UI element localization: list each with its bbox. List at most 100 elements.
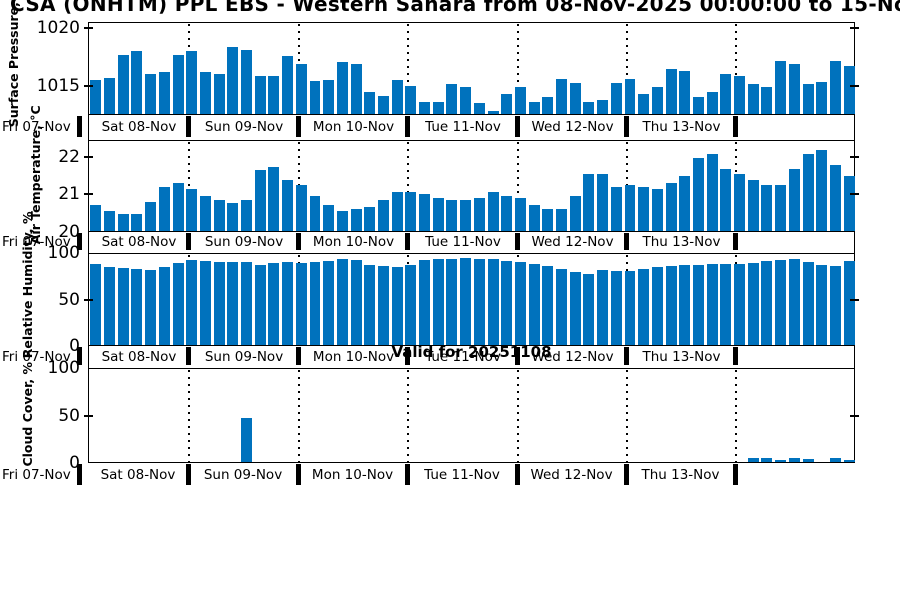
humidity-bar [651,266,663,345]
pressure-bar [583,101,595,114]
day-label-row: Sat 08-Nov Sun 09-Nov Mon 10-Nov Tue 11-Nov… [88,463,855,488]
pressure-bar [186,51,198,114]
day-label: Thu 13-Nov [642,119,721,135]
pressure-bar [788,63,800,114]
humidity-bar [624,271,636,345]
humidity-bar [528,264,540,345]
y-tick-mark [850,298,859,301]
pressure-bar [720,74,732,114]
humidity-bar [706,264,718,345]
temperature-bar [734,174,746,231]
y-tick-label: 22 [58,146,80,167]
temperature-bar [802,153,814,231]
y-tick-mark [84,298,93,301]
humidity-bar [391,266,403,345]
pressure-bar [747,84,759,114]
temperature-bar [460,199,472,231]
humidity-bar [336,259,348,345]
day-label: Tue 11-Nov [424,467,500,483]
day-label: Wed 12-Nov [530,467,613,483]
pressure-bar [364,92,376,114]
pressure-bar [501,93,513,114]
pressure-bar [734,76,746,114]
temperature-bar [158,186,170,231]
y-tick-mark [84,26,93,29]
humidity-axis-label-text: Relative Humidity, % [19,211,35,358]
pressure-bar [487,110,499,114]
pressure-bar [460,86,472,114]
temperature-bar [323,205,335,231]
humidity-bar [720,264,732,345]
humidity-bar [377,265,389,345]
cloud-cover-bar [747,458,759,462]
day-boundary-tick [295,116,301,137]
temperature-bar [227,203,239,231]
pressure-bar [775,60,787,114]
cloud-cover-axis-label: Cloud Cover, % [0,361,88,466]
day-boundary-tick [185,116,191,137]
y-tick-mark [84,155,93,158]
pressure-bar [145,74,157,114]
humidity-axis-label: Relative Humidity, % [0,211,88,358]
pressure-bar [268,76,280,114]
day-boundary-tick [295,233,301,250]
temperature-bar [213,199,225,231]
humidity-bar [309,262,321,345]
humidity-bar [816,264,828,345]
figure-title: CSA (ONHTM) PPL EBS - Western Sahara fro… [10,0,900,16]
temperature-bar [186,188,198,231]
pressure-subplot [88,22,855,115]
humidity-bar [405,264,417,345]
temperature-bar [624,185,636,231]
y-tick-label: 0 [69,453,80,473]
humidity-bar [775,260,787,345]
day-boundary-gridline [516,142,519,232]
humidity-bar [104,266,116,345]
pressure-bar [693,96,704,114]
pressure-bar [336,61,348,114]
day-boundary-tick [76,116,82,137]
temperature-bar [268,166,280,231]
temperature-bar [720,168,732,231]
humidity-bar [295,263,307,345]
temperature-bar [651,188,663,231]
day-boundary-gridline [625,24,628,115]
temperature-bar [487,192,499,231]
day-boundary-tick [623,233,629,250]
cloud-cover-subplot [88,368,855,463]
y-tick-label: 20 [58,222,80,242]
humidity-bar [679,264,691,345]
pressure-bar [241,50,252,114]
pressure-bar [679,70,691,114]
day-boundary-tick [514,464,520,485]
temperature-bar [172,183,184,231]
y-tick-label: 21 [58,184,80,205]
y-tick-mark [84,84,93,87]
humidity-bar [432,259,444,345]
temperature-bar [254,170,266,231]
pressure-bar [391,79,403,114]
day-boundary-gridline [406,24,409,115]
pressure-bar [254,76,266,114]
pressure-bar [597,100,609,114]
temperature-bar [665,183,677,231]
day-label-row: Sat 08-Nov Sun 09-Nov Mon 10-Nov Tue 11-Nov… [88,232,855,253]
cloud-cover-bar [241,418,252,462]
temperature-bar [583,174,595,231]
temperature-bar [336,210,348,231]
humidity-bar [145,270,157,345]
humidity-bar [282,262,294,345]
temperature-bar [432,197,444,231]
temperature-bar [446,199,458,231]
temperature-bar [747,179,759,231]
temperature-bar [528,205,540,231]
humidity-bar [610,271,622,345]
humidity-bar [556,268,567,345]
temperature-bar [199,196,211,231]
y-tick-mark [850,414,859,417]
humidity-bar [419,260,431,345]
day-label-row: Sat 08-Nov Sun 09-Nov Mon 10-Nov Tue 11-Nov… [88,346,855,368]
y-tick-mark [850,84,859,87]
humidity-bar [199,261,211,345]
temperature-bar [117,214,129,231]
